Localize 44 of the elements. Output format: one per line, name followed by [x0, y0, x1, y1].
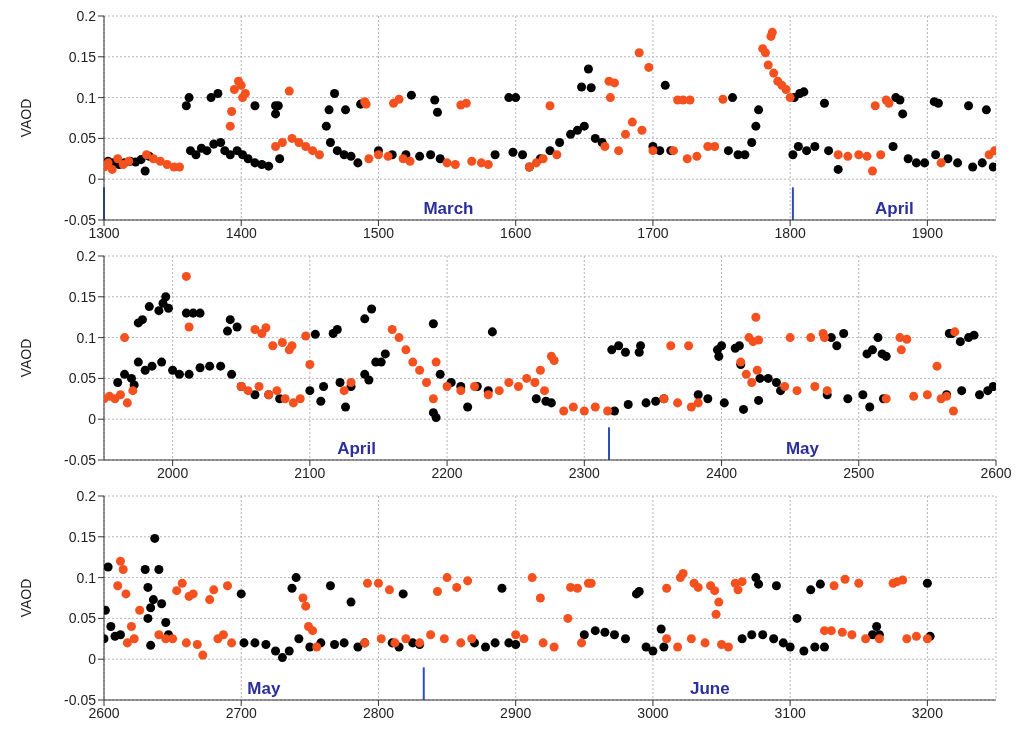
y-tick-label: 0.1 — [76, 569, 97, 586]
x-tick-label: 2100 — [294, 464, 326, 481]
annotation: April — [875, 198, 914, 218]
x-tick-label: 2900 — [500, 704, 532, 721]
x-tick-label: 2600 — [980, 464, 1012, 481]
y-tick-label: 0.2 — [76, 247, 97, 264]
y-tick-label: 0 — [88, 411, 97, 428]
annotation: April — [337, 438, 376, 458]
x-tick-label: 2400 — [705, 464, 738, 481]
y-tick-label: 0.1 — [76, 89, 97, 106]
y-tick-label: 0.2 — [76, 487, 97, 504]
y-tick-label: 0.1 — [76, 329, 97, 346]
x-tick-label: 3000 — [637, 704, 669, 721]
x-tick-label: 1500 — [362, 224, 395, 241]
x-tick-label: 1600 — [500, 224, 532, 241]
y-tick-label: 0.15 — [68, 528, 97, 545]
y-tick-label: -0.05 — [64, 451, 97, 468]
x-tick-label: 3100 — [774, 704, 806, 721]
x-tick-label: 1800 — [774, 224, 806, 241]
x-tick-label: 2000 — [157, 464, 189, 481]
annotation: May — [785, 438, 820, 458]
y-tick-label: 0.2 — [76, 7, 97, 24]
x-tick-label: 2300 — [568, 464, 601, 481]
y-tick-label: 0.05 — [68, 130, 97, 147]
x-tick-label: 2200 — [431, 464, 463, 481]
x-tick-label: 3200 — [911, 704, 944, 721]
x-tick-label: 1900 — [911, 224, 944, 241]
annotation: March — [423, 198, 474, 218]
x-tick-label: 2700 — [225, 704, 258, 721]
x-tick-label: 2800 — [362, 704, 395, 721]
y-tick-label: 0 — [88, 171, 97, 188]
annotation: June — [690, 678, 730, 698]
y-tick-label: 0.15 — [68, 288, 97, 305]
annotation: May — [247, 678, 281, 698]
x-tick-label: 1700 — [637, 224, 669, 241]
y-axis-title: VAOD — [17, 578, 34, 618]
y-axis-title: VAOD — [17, 338, 34, 378]
y-tick-label: 0.15 — [68, 48, 97, 65]
x-tick-label: 2500 — [843, 464, 875, 481]
y-tick-label: 0 — [88, 651, 97, 668]
y-tick-label: 0.05 — [68, 370, 97, 387]
x-tick-label: 1400 — [225, 224, 258, 241]
y-tick-label: 0.05 — [68, 610, 97, 627]
y-axis-title: VAOD — [17, 98, 34, 138]
